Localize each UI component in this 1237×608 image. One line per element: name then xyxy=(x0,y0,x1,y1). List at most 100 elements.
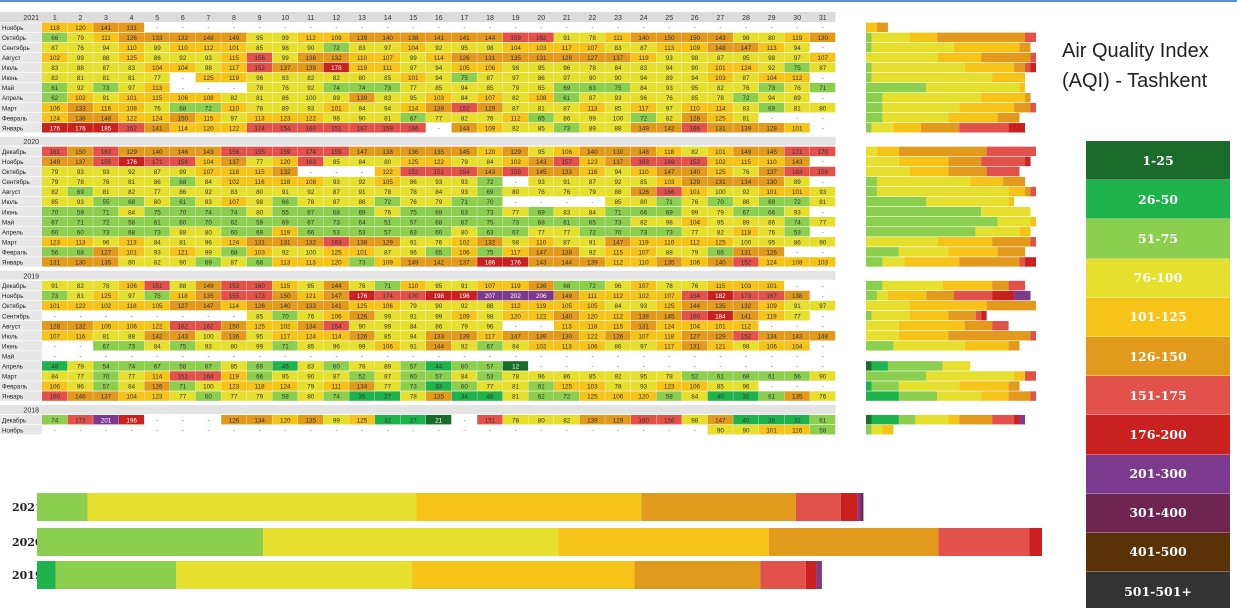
aqi-cell xyxy=(733,237,759,247)
aqi-cell xyxy=(656,414,682,425)
aqi-cell xyxy=(630,247,657,257)
aqi-value: 96 xyxy=(410,249,418,256)
aqi-cell xyxy=(579,113,605,123)
missing-value: - xyxy=(233,427,235,434)
month-distribution-segment xyxy=(1014,102,1031,113)
aqi-value: 99 xyxy=(410,55,418,62)
aqi-value: 67 xyxy=(307,209,315,216)
aqi-value: 82 xyxy=(512,95,520,102)
aqi-cell xyxy=(579,176,605,187)
month-distribution-segment xyxy=(981,92,1026,103)
aqi-value: 94 xyxy=(384,105,392,112)
aqi-cell xyxy=(682,247,708,257)
aqi-value: 70 xyxy=(179,209,187,216)
aqi-cell xyxy=(682,166,708,177)
aqi-value: 73 xyxy=(333,219,341,226)
aqi-cell xyxy=(477,341,503,351)
month-distribution-segment xyxy=(948,310,976,321)
missing-value: - xyxy=(643,427,645,434)
aqi-cell xyxy=(502,166,529,177)
aqi-value: 170 xyxy=(818,149,829,156)
aqi-cell xyxy=(502,62,529,73)
aqi-cell xyxy=(67,72,93,83)
missing-value: - xyxy=(694,363,696,370)
month-distribution-segment xyxy=(975,227,1020,237)
aqi-value: 92 xyxy=(589,249,597,256)
legend-item: 151-175 xyxy=(1086,376,1230,416)
aqi-value: 75 xyxy=(614,85,622,92)
aqi-cell xyxy=(682,113,708,123)
aqi-value: 149 xyxy=(408,260,419,267)
aqi-cell xyxy=(758,166,785,177)
missing-value: - xyxy=(438,427,440,434)
aqi-cell xyxy=(682,391,708,401)
day-header-label: 26 xyxy=(691,15,699,22)
aqi-cell xyxy=(758,156,785,167)
aqi-cell xyxy=(400,321,426,331)
month-distribution-segment xyxy=(981,52,1031,63)
aqi-value: 127 xyxy=(587,55,598,62)
aqi-value: 58 xyxy=(179,364,187,371)
month-distribution-segment xyxy=(866,186,877,197)
missing-value: - xyxy=(591,363,593,370)
aqi-cell xyxy=(451,72,477,83)
aqi-value: 99 xyxy=(179,169,187,176)
aqi-value: 89 xyxy=(333,95,341,102)
month-label: Ноябрь xyxy=(2,293,23,300)
aqi-cell xyxy=(144,331,170,341)
month-distribution-segment xyxy=(866,247,899,257)
aqi-value: 72 xyxy=(384,199,392,206)
aqi-cell xyxy=(554,391,580,401)
aqi-cell xyxy=(323,414,349,425)
aqi-cell xyxy=(170,176,196,187)
aqi-value: 110 xyxy=(178,45,189,52)
aqi-value: 80 xyxy=(256,189,264,196)
month-label: Февраль xyxy=(2,384,27,391)
missing-value: - xyxy=(694,25,696,32)
aqi-cell xyxy=(170,381,196,391)
aqi-cell xyxy=(502,331,529,341)
month-label-background xyxy=(0,82,42,93)
aqi-cell xyxy=(349,381,375,391)
aqi-value: 65 xyxy=(435,249,443,256)
aqi-value: 151 xyxy=(152,283,163,290)
month-distribution-segment xyxy=(948,166,987,177)
aqi-value: 136 xyxy=(408,149,419,156)
aqi-cell xyxy=(758,206,785,217)
aqi-value: 109 xyxy=(459,313,470,320)
aqi-value: 126 xyxy=(357,333,368,340)
aqi-value: 118 xyxy=(664,149,675,156)
aqi-value: 92 xyxy=(77,85,85,92)
aqi-cell xyxy=(221,146,247,157)
aqi-value: 109 xyxy=(382,260,393,267)
aqi-value: 148 xyxy=(203,35,214,42)
aqi-value: 115 xyxy=(715,283,726,290)
aqi-cell xyxy=(784,217,810,227)
aqi-cell xyxy=(42,290,68,301)
aqi-cell xyxy=(298,32,324,43)
aqi-cell xyxy=(733,280,759,291)
aqi-value: 113 xyxy=(280,260,291,267)
aqi-value: 59 xyxy=(256,219,264,226)
aqi-cell xyxy=(246,290,273,301)
aqi-cell xyxy=(221,280,247,291)
aqi-value: 85 xyxy=(256,313,264,320)
legend-item: 76-100 xyxy=(1086,258,1230,298)
aqi-value: 154 xyxy=(280,125,291,132)
aqi-value: 139 xyxy=(587,417,598,424)
aqi-cell xyxy=(272,146,298,157)
aqi-value: 147 xyxy=(715,417,726,424)
aqi-cell xyxy=(93,217,119,227)
aqi-cell xyxy=(579,341,605,351)
aqi-value: 82 xyxy=(77,283,85,290)
aqi-cell xyxy=(810,196,836,207)
month-label-background xyxy=(0,425,42,435)
aqi-value: 115 xyxy=(229,55,240,62)
aqi-value: 40 xyxy=(742,417,750,424)
month-distribution-segment xyxy=(871,425,883,435)
aqi-value: 83 xyxy=(51,65,59,72)
aqi-value: 95 xyxy=(691,85,699,92)
aqi-value: 77 xyxy=(128,374,136,381)
aqi-cell xyxy=(221,32,247,43)
aqi-cell xyxy=(784,102,810,113)
